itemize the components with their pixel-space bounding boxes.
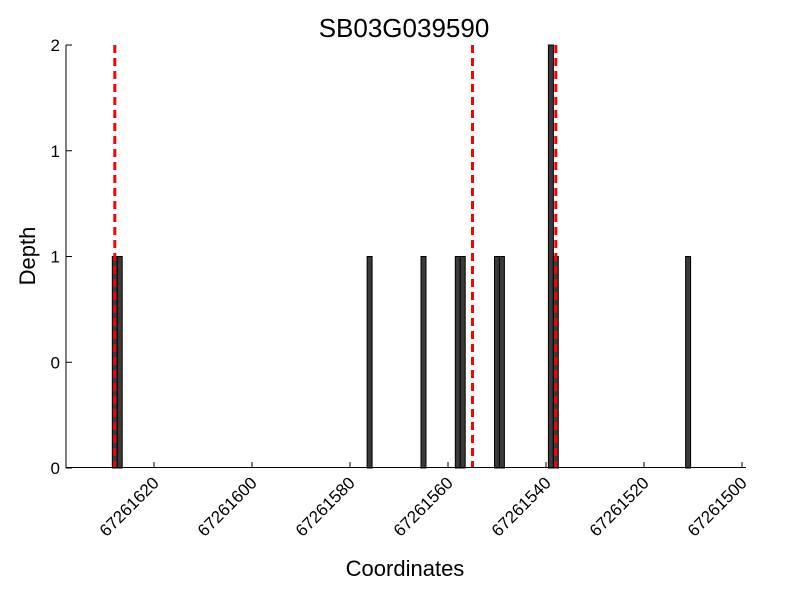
x-tick-label: 67261600 bbox=[194, 473, 261, 540]
y-tick-label: 0 bbox=[51, 459, 60, 478]
y-tick-label: 0 bbox=[51, 353, 60, 372]
depth-bar bbox=[547, 44, 554, 469]
depth-bar bbox=[494, 256, 500, 469]
x-axis-label: Coordinates bbox=[346, 556, 465, 581]
depth-bar bbox=[116, 256, 123, 469]
chart-title: SB03G039590 bbox=[319, 13, 490, 43]
x-ticks-group: 67261620 67261600 67261580 67261560 67261540… bbox=[96, 462, 751, 540]
y-tick-label: 1 bbox=[51, 248, 60, 267]
axes-group bbox=[65, 45, 746, 468]
y-tick-label: 1 bbox=[51, 142, 60, 161]
x-tick-label: 67261540 bbox=[488, 473, 555, 540]
depth-bar bbox=[420, 256, 427, 469]
y-tick-label: 2 bbox=[51, 36, 60, 55]
marker-lines-group bbox=[113, 45, 558, 468]
y-ticks-group: 0 0 1 1 2 bbox=[51, 36, 72, 478]
x-tick-label: 67261520 bbox=[586, 473, 653, 540]
x-tick-label: 67261560 bbox=[390, 473, 457, 540]
x-tick-label: 67261620 bbox=[96, 473, 163, 540]
depth-bar bbox=[685, 256, 692, 469]
depth-bar bbox=[366, 256, 373, 469]
y-axis-label: Depth bbox=[15, 227, 40, 286]
bars-group bbox=[111, 44, 692, 469]
x-tick-label: 67261580 bbox=[292, 473, 359, 540]
depth-bar bbox=[498, 256, 505, 469]
depth-bar bbox=[459, 256, 466, 469]
x-tick-label: 67261500 bbox=[684, 473, 751, 540]
depth-bar bbox=[454, 256, 461, 469]
